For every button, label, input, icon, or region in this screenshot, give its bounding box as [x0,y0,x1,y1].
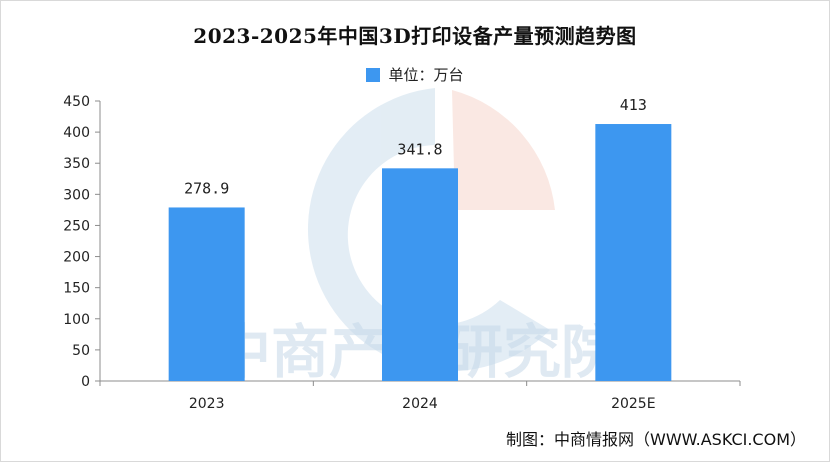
y-tick-label: 100 [63,312,90,328]
x-tick-label: 2025E [611,396,655,412]
y-tick-label: 450 [63,94,90,110]
y-tick-label: 200 [63,250,90,266]
y-tick-label: 350 [63,156,90,172]
y-tick-label: 150 [63,281,90,297]
bar-2023 [168,207,245,381]
legend-label: 单位：万台 [388,66,464,84]
y-tick-label: 250 [63,218,90,234]
chart-legend: 单位：万台 [0,64,830,85]
watermark-logo [307,88,555,372]
y-tick-label: 50 [72,343,90,359]
bar-2024 [382,168,458,381]
legend-swatch [366,67,381,82]
x-tick-label: 2023 [189,396,225,412]
y-tick-label: 0 [81,374,90,390]
data-label: 341.8 [397,140,442,158]
x-tick-label: 2024 [402,396,438,412]
chart-title: 2023-2025年中国3D打印设备产量预测趋势图 [193,24,637,48]
y-tick-label: 300 [63,187,90,203]
bar-2025E [595,124,672,382]
y-tick-label: 400 [63,125,90,141]
bars [168,124,672,382]
data-labels: 278.9 2023 341.8 2024 413 2025E [184,96,655,412]
data-label: 278.9 [184,179,229,197]
data-label: 413 [620,96,647,114]
source-credit: 制图：中商情报网（WWW.ASKCI.COM） [506,430,806,449]
